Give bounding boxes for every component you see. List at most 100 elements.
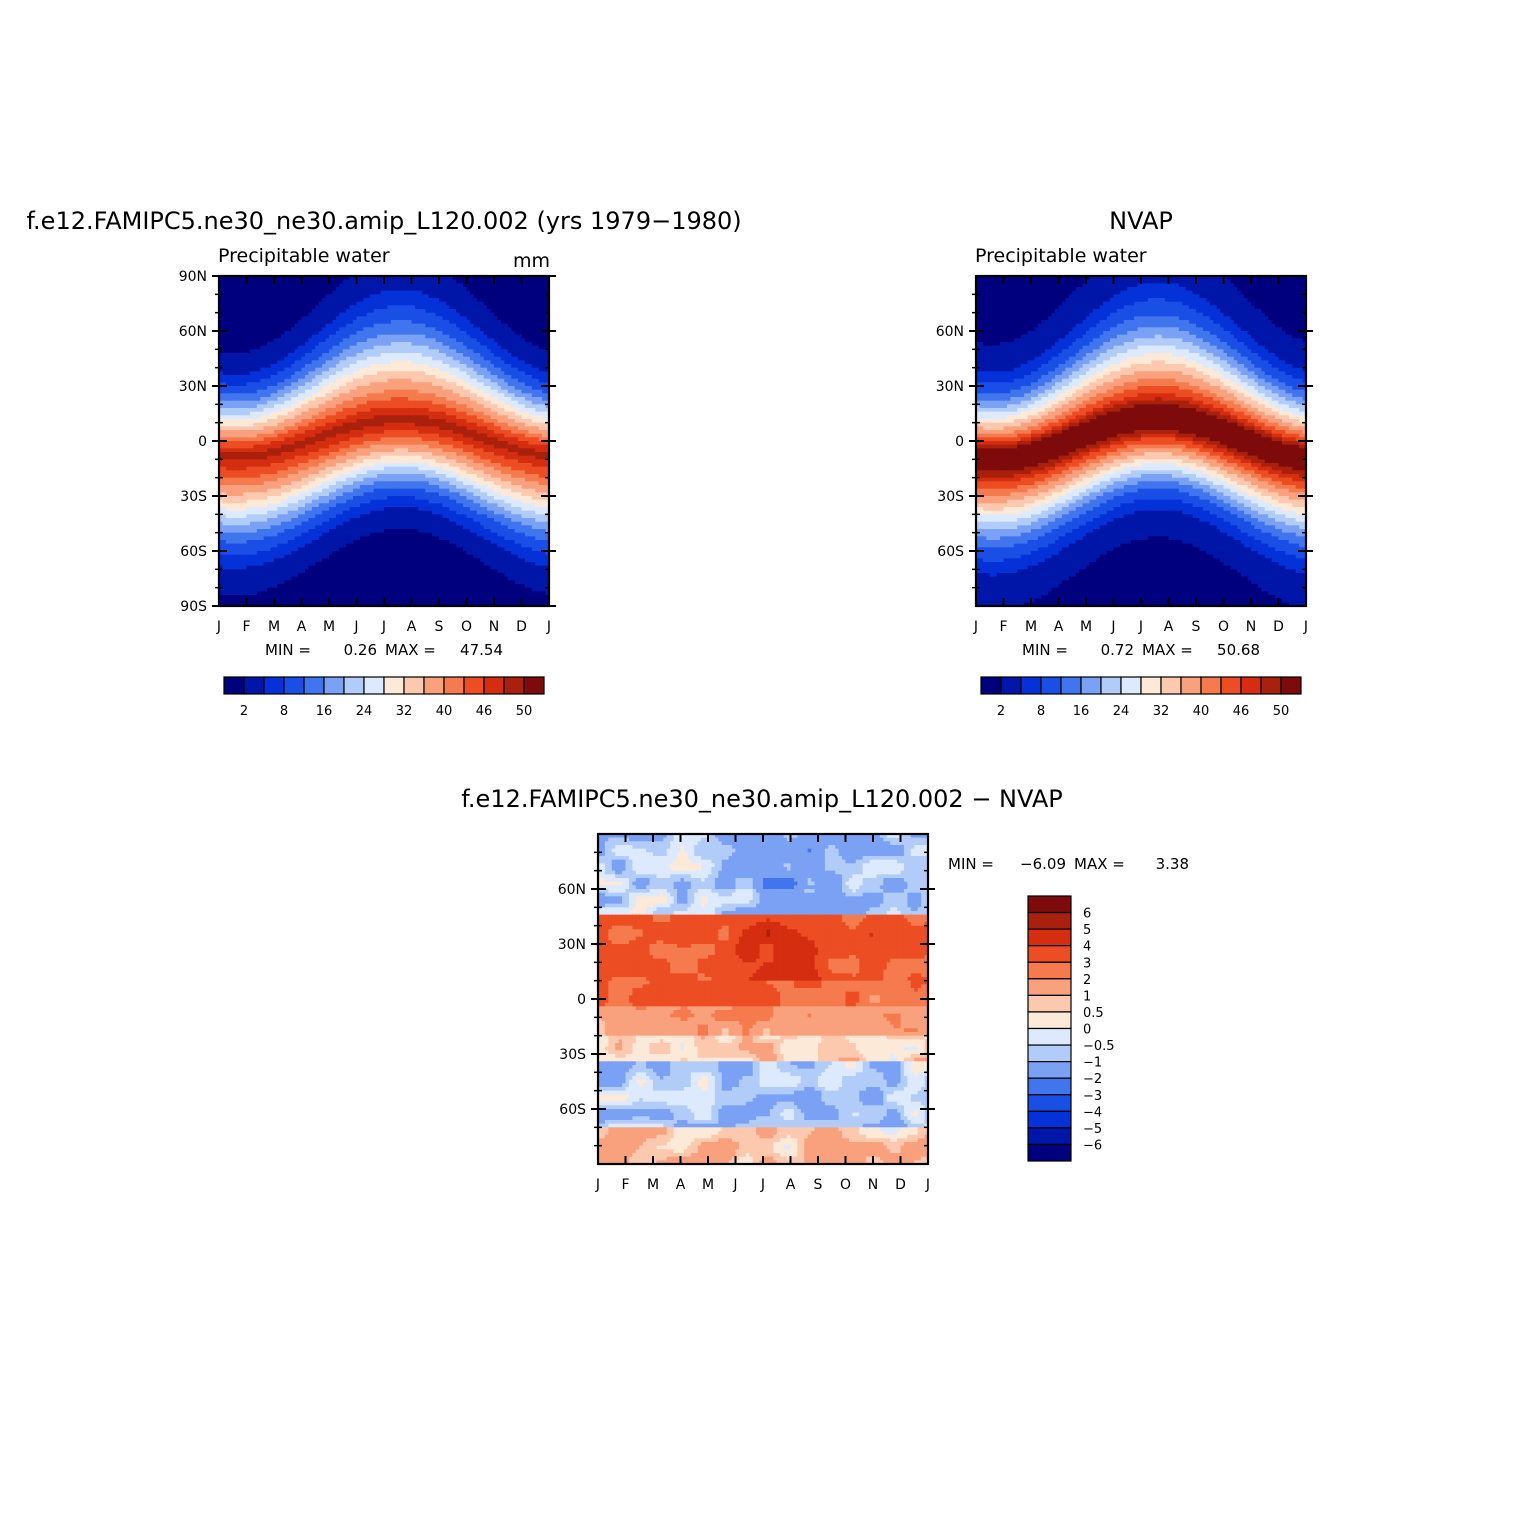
field-cell xyxy=(477,360,481,364)
field-cell xyxy=(463,324,467,328)
field-cell xyxy=(247,393,251,397)
field-cell xyxy=(274,371,278,375)
field-cell xyxy=(415,393,419,397)
field-cell xyxy=(439,342,443,346)
field-cell xyxy=(415,287,419,291)
field-cell xyxy=(463,379,467,383)
field-cell xyxy=(494,445,498,449)
field-cell xyxy=(288,415,292,419)
field-cell xyxy=(346,397,350,401)
field-cell xyxy=(274,434,278,438)
field-cell xyxy=(463,441,467,445)
field-cell xyxy=(477,302,481,306)
field-cell xyxy=(374,316,378,320)
field-cell xyxy=(284,324,288,328)
field-cell xyxy=(504,456,508,460)
field-cell xyxy=(456,448,460,452)
field-cell xyxy=(229,379,233,383)
field-cell xyxy=(439,298,443,302)
field-cell xyxy=(319,456,323,460)
field-cell xyxy=(346,331,350,335)
field-cell xyxy=(370,294,374,298)
field-cell xyxy=(236,452,240,456)
field-cell xyxy=(271,353,275,357)
field-cell xyxy=(408,393,412,397)
field-cell xyxy=(367,302,371,306)
field-cell xyxy=(415,456,419,460)
field-cell xyxy=(436,368,440,372)
field-cell xyxy=(522,456,526,460)
field-cell xyxy=(439,412,443,416)
field-cell xyxy=(387,357,391,361)
field-cell xyxy=(222,390,226,394)
field-cell xyxy=(384,390,388,394)
field-cell xyxy=(477,390,481,394)
field-cell xyxy=(484,379,488,383)
field-cell xyxy=(477,316,481,320)
field-cell xyxy=(453,294,457,298)
field-cell xyxy=(497,434,501,438)
field-cell xyxy=(233,419,237,423)
field-cell xyxy=(236,298,240,302)
field-cell xyxy=(298,360,302,364)
field-cell xyxy=(260,313,264,317)
field-cell xyxy=(264,459,268,463)
field-cell xyxy=(429,441,433,445)
field-cell xyxy=(381,346,385,350)
field-cell xyxy=(360,419,364,423)
field-cell xyxy=(312,346,316,350)
field-cell xyxy=(357,327,361,331)
field-cell xyxy=(429,298,433,302)
field-cell xyxy=(381,423,385,427)
field-cell xyxy=(439,313,443,317)
field-cell xyxy=(504,305,508,309)
field-cell xyxy=(494,390,498,394)
field-cell xyxy=(274,342,278,346)
field-cell xyxy=(326,375,330,379)
field-cell xyxy=(367,437,371,441)
field-cell xyxy=(264,280,268,284)
field-cell xyxy=(229,353,233,357)
field-cell xyxy=(353,309,357,313)
field-cell xyxy=(497,419,501,423)
field-cell xyxy=(497,338,501,342)
field-cell xyxy=(319,393,323,397)
field-cell xyxy=(436,287,440,291)
field-cell xyxy=(453,342,457,346)
field-cell xyxy=(449,302,453,306)
field-cell xyxy=(522,294,526,298)
field-cell xyxy=(508,393,512,397)
field-cell xyxy=(449,445,453,449)
field-cell xyxy=(260,298,264,302)
field-cell xyxy=(425,305,429,309)
field-cell xyxy=(312,379,316,383)
field-cell xyxy=(491,360,495,364)
field-cell xyxy=(312,371,316,375)
field-cell xyxy=(236,386,240,390)
field-cell xyxy=(315,379,319,383)
field-cell xyxy=(288,294,292,298)
field-cell xyxy=(484,434,488,438)
field-cell xyxy=(332,280,336,284)
field-cell xyxy=(384,375,388,379)
field-cell xyxy=(264,309,268,313)
field-cell xyxy=(329,353,333,357)
field-cell xyxy=(422,287,426,291)
field-cell xyxy=(233,463,237,467)
field-cell xyxy=(539,434,543,438)
field-cell xyxy=(247,294,251,298)
field-cell xyxy=(484,349,488,353)
field-cell xyxy=(497,368,501,372)
field-cell xyxy=(326,382,330,386)
field-cell xyxy=(360,423,364,427)
field-cell xyxy=(305,364,309,368)
field-cell xyxy=(374,371,378,375)
field-cell xyxy=(494,412,498,416)
field-cell xyxy=(497,346,501,350)
field-cell xyxy=(319,441,323,445)
field-cell xyxy=(319,379,323,383)
field-cell xyxy=(401,423,405,427)
field-cell xyxy=(470,379,474,383)
field-cell xyxy=(384,448,388,452)
field-cell xyxy=(387,313,391,317)
